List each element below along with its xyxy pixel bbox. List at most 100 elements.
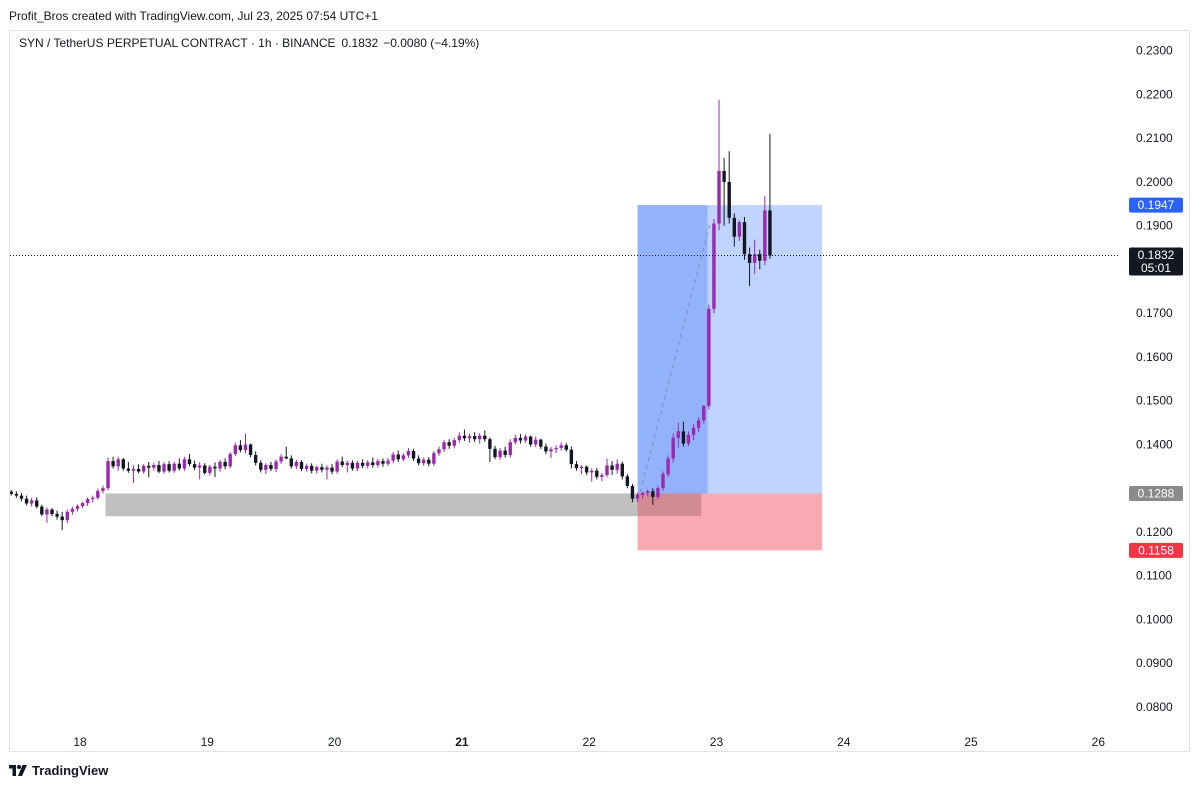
price-badge-target: 0.1947 <box>1129 197 1183 213</box>
candle <box>218 459 222 472</box>
candle-body <box>157 465 161 472</box>
candle <box>574 461 579 471</box>
price-tick-label: 0.1200 <box>1136 525 1173 539</box>
legend-last-price: 0.1832 <box>342 36 379 50</box>
candle-body <box>656 488 660 497</box>
candle-body <box>554 447 558 450</box>
candle <box>197 461 202 480</box>
candle <box>554 445 558 454</box>
candle <box>600 472 604 482</box>
candlestick-chart[interactable]: 0.2300 0.2200 0.2100 0.2000 0.1900 0.1700 0.16… <box>10 31 1191 753</box>
candle-body <box>116 459 120 467</box>
legend-symbol[interactable]: SYN / TetherUS PERPETUAL CONTRACT · 1h ·… <box>19 36 336 50</box>
candle <box>304 463 309 472</box>
candle <box>269 461 273 472</box>
candle-body <box>467 436 472 439</box>
chart-caption: Profit_Bros created with TradingView.com… <box>9 9 378 23</box>
time-tick-label: 21 <box>455 735 469 749</box>
candle <box>396 450 400 462</box>
candle <box>651 488 655 505</box>
price-tick-label: 0.0900 <box>1136 656 1173 670</box>
badge-label: 0.1158 <box>1138 543 1174 557</box>
candle-body <box>763 210 767 261</box>
candle <box>233 442 238 457</box>
symbol-legend[interactable]: SYN / TetherUS PERPETUAL CONTRACT · 1h ·… <box>19 36 479 50</box>
price-tick-label: 0.1100 <box>1136 569 1172 583</box>
candle-body <box>635 494 640 499</box>
time-axis[interactable]: 18 19 20 21 22 23 24 25 26 <box>73 735 1105 749</box>
candle-body <box>732 217 737 237</box>
candle-body <box>289 458 294 467</box>
legend-change: −0.0080 (−4.19%) <box>383 36 479 50</box>
candle-body <box>590 470 594 473</box>
candle <box>121 458 125 471</box>
time-tick-label: 18 <box>73 735 87 749</box>
candle-body <box>584 466 589 473</box>
candle-body <box>534 439 538 445</box>
candle-body <box>315 467 319 471</box>
support-zone[interactable] <box>105 493 702 517</box>
candle <box>116 456 120 471</box>
candle-body <box>253 454 258 463</box>
candle <box>528 435 533 447</box>
candle <box>411 448 416 462</box>
candle-body <box>620 463 624 477</box>
candle <box>213 462 217 478</box>
candle-body <box>427 459 431 464</box>
candle-body <box>498 450 502 458</box>
candle-body <box>422 459 426 464</box>
candle <box>478 433 482 444</box>
time-tick-label: 25 <box>964 735 978 749</box>
candle <box>681 421 686 447</box>
candle <box>106 457 110 491</box>
candle-body <box>106 461 110 489</box>
candle-body <box>696 420 701 428</box>
candle <box>243 433 248 454</box>
candle <box>381 458 385 467</box>
candle-body <box>70 508 75 512</box>
candle-body <box>360 462 365 466</box>
candle <box>391 451 395 464</box>
candle <box>732 213 737 247</box>
candle-body <box>259 462 263 470</box>
candle-body <box>671 437 675 459</box>
candle <box>513 434 518 445</box>
candle <box>686 431 691 447</box>
candle <box>355 460 360 472</box>
time-tick-label: 20 <box>328 735 342 749</box>
candle-body <box>126 468 131 471</box>
candle-body <box>666 458 670 475</box>
candle <box>666 455 670 477</box>
candle-body <box>284 456 288 459</box>
chart-frame[interactable]: 0.2300 0.2200 0.2100 0.2000 0.1900 0.1700 0.16… <box>9 30 1190 752</box>
candle-body <box>248 444 253 455</box>
candle-body <box>345 462 350 465</box>
position-zones <box>105 205 823 551</box>
candle <box>75 504 80 512</box>
candle <box>432 451 436 467</box>
badge-background <box>1129 197 1183 213</box>
candle-body <box>208 466 212 473</box>
candle-body <box>478 435 482 440</box>
candle <box>350 460 355 471</box>
candle <box>661 471 665 491</box>
footer-brand[interactable]: TradingView <box>9 760 108 780</box>
candle-body <box>131 468 136 471</box>
candle <box>192 460 197 471</box>
price-axis[interactable]: 0.2300 0.2200 0.2100 0.2000 0.1900 0.1700 0.16… <box>1136 44 1173 714</box>
candle <box>203 463 207 475</box>
candle <box>467 433 472 443</box>
candle <box>111 456 115 469</box>
candle <box>141 464 146 474</box>
candle <box>172 461 176 473</box>
candle-body <box>243 444 248 451</box>
candle-body <box>203 465 207 473</box>
candle <box>462 429 467 441</box>
price-tick-label: 0.2300 <box>1136 44 1173 58</box>
candle <box>763 195 767 266</box>
candle <box>727 151 731 224</box>
price-tick-label: 0.2200 <box>1136 87 1173 101</box>
candle-body <box>182 459 187 469</box>
candle <box>656 486 660 500</box>
candle <box>696 417 701 433</box>
